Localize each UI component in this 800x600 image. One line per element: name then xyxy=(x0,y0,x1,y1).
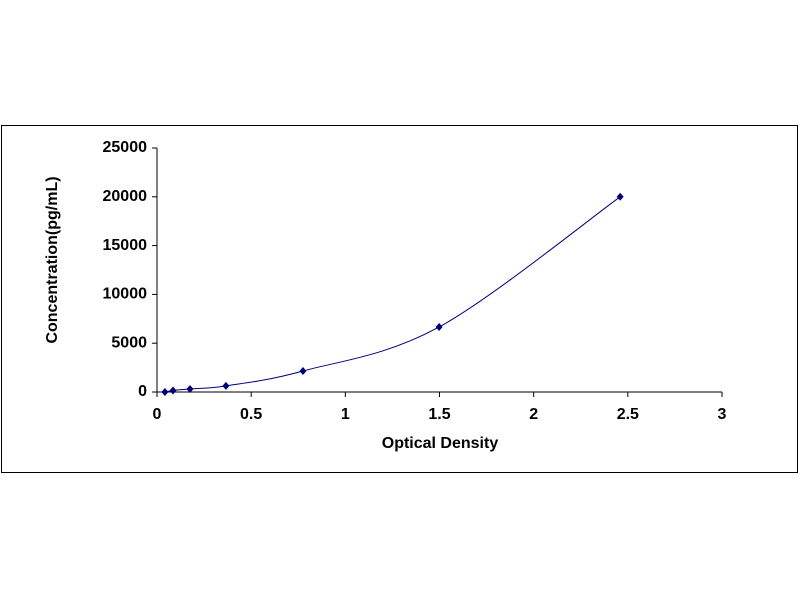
data-point xyxy=(161,388,169,396)
data-point xyxy=(435,322,443,331)
x-axis-label: Optical Density xyxy=(382,435,499,452)
y-tick-label: 10000 xyxy=(103,286,148,303)
x-tick-label: 2 xyxy=(529,406,538,423)
x-tick-label: 2.5 xyxy=(617,406,639,423)
x-tick-label: 3 xyxy=(718,406,727,423)
chart-frame xyxy=(1,125,798,473)
x-tick-label: 0 xyxy=(153,406,162,423)
x-tick-label: 1 xyxy=(341,406,350,423)
data-point xyxy=(299,367,307,376)
x-tick-label: 0.5 xyxy=(240,406,262,423)
y-tick-label: 25000 xyxy=(103,139,148,156)
x-tick-label: 1.5 xyxy=(428,406,450,423)
data-point xyxy=(186,384,194,393)
y-tick-label: 5000 xyxy=(111,334,147,351)
y-tick-label: 0 xyxy=(138,383,147,400)
data-point xyxy=(616,192,624,201)
y-axis-label: Concentration(pg/mL) xyxy=(44,176,61,343)
y-tick-label: 20000 xyxy=(103,188,148,205)
data-point xyxy=(169,386,177,395)
y-tick-label: 15000 xyxy=(103,237,148,254)
data-point xyxy=(222,381,230,390)
